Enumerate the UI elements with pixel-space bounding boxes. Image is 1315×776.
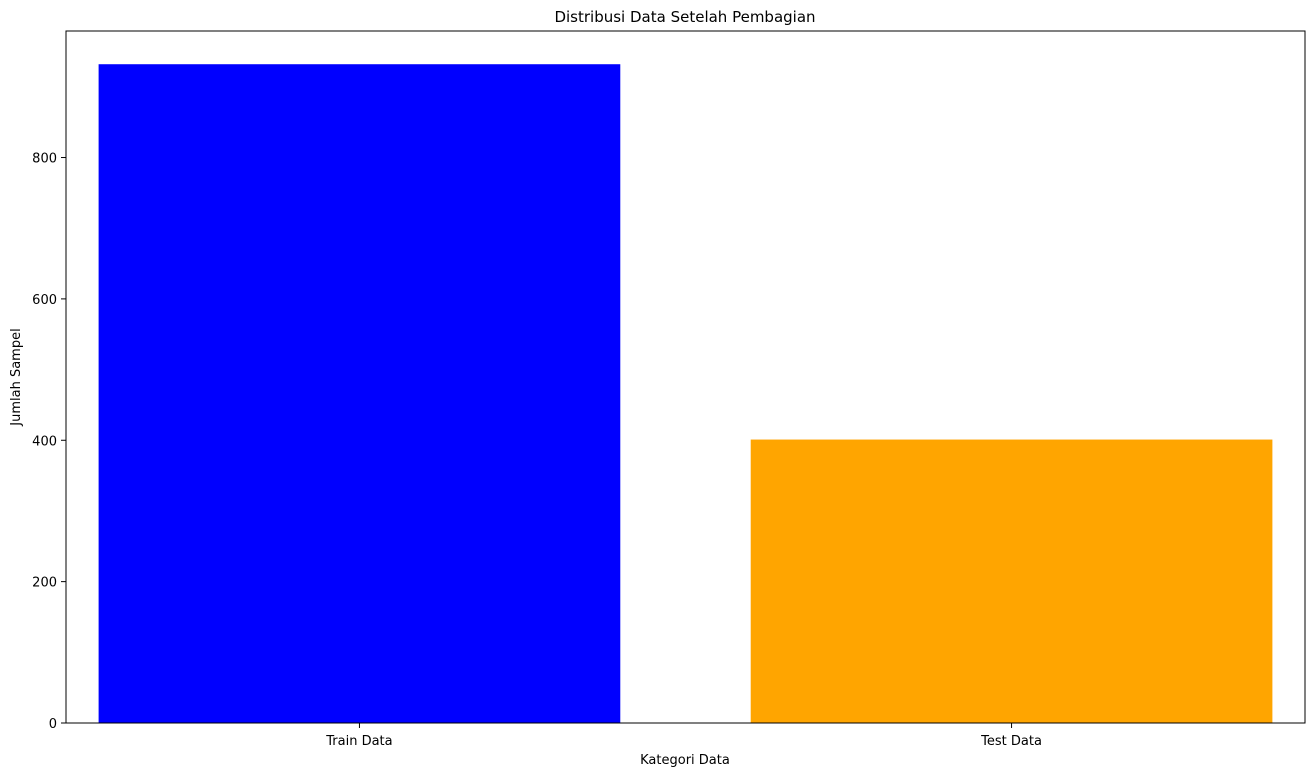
x-tick-label: Test Data [980, 734, 1042, 749]
chart-title: Distribusi Data Setelah Pembagian [554, 8, 815, 26]
x-axis-label: Kategori Data [640, 753, 730, 768]
y-tick-label: 400 [32, 434, 57, 449]
bar-test-data [750, 439, 1273, 723]
x-axis-ticks: Train Data Test Data [325, 723, 1042, 749]
y-axis-label: Jumlah Sampel [9, 328, 24, 426]
y-tick-label: 600 [32, 293, 57, 308]
x-tick-label: Train Data [325, 734, 392, 749]
y-tick-label: 800 [32, 152, 57, 167]
plot-frame [65, 30, 1306, 724]
y-tick-label: 200 [32, 576, 57, 591]
bars-group [98, 64, 1273, 723]
y-tick-label: 0 [49, 717, 57, 732]
bar-train-data [98, 64, 621, 723]
y-axis-ticks: 0 200 400 600 800 [32, 152, 66, 732]
